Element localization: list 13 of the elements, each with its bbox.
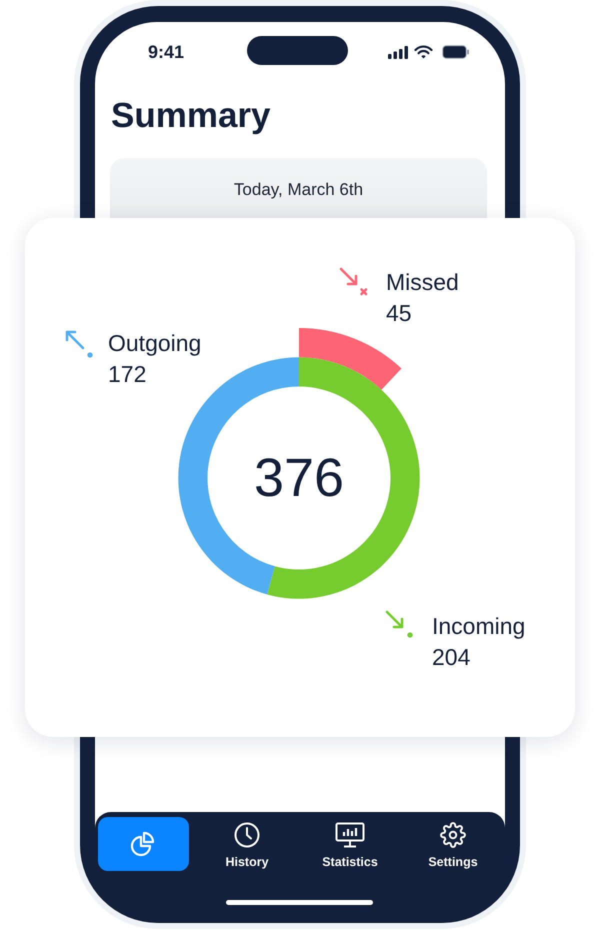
data-label: 45 [386,300,412,326]
chart-title: Summary [111,96,271,135]
text: 9:41 [146,42,186,62]
data-label: 172 [108,361,146,387]
text: History [224,855,270,869]
text: Statistics [321,855,379,869]
legend-label: Incoming [432,613,526,639]
legend-label: Outgoing [108,330,202,356]
text: 376 [254,448,344,508]
text: Settings [427,855,479,869]
data-label: 204 [432,644,471,670]
chart-subtitle: Today, March 6th [232,180,364,199]
category-label: Missed [386,269,459,295]
